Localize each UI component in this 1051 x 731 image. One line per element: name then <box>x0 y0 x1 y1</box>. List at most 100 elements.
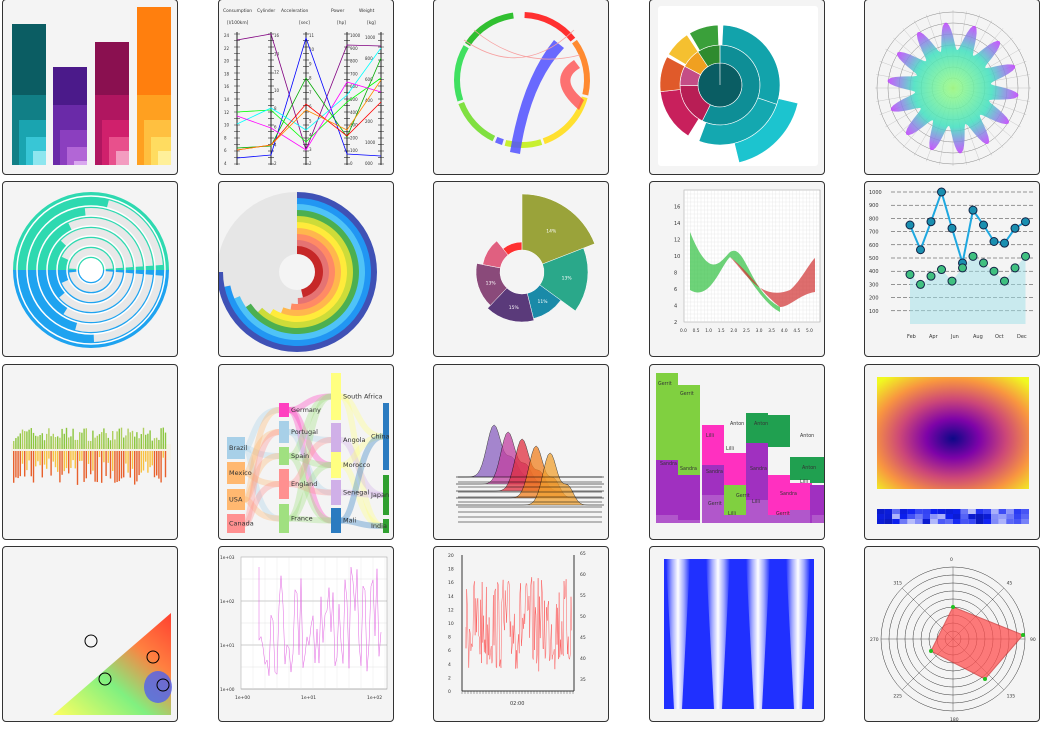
bar <box>28 451 30 461</box>
node-label: India <box>371 522 387 530</box>
bar <box>37 436 39 449</box>
x-tick: Apr <box>929 334 939 340</box>
x-tick: 4.5 <box>793 328 800 334</box>
bar <box>160 451 162 483</box>
chart-card-chord-diagram[interactable] <box>433 0 609 175</box>
node-label: Angola <box>343 436 365 444</box>
block-label: Sandra <box>750 466 767 472</box>
y-tick-right: 35 <box>580 677 586 683</box>
y-tick: 12 <box>448 607 454 613</box>
node-label: Canada <box>229 520 254 528</box>
bar <box>46 433 48 449</box>
sub-bar <box>67 147 87 165</box>
strip-cell <box>892 514 900 519</box>
y-tick: 10 <box>674 254 680 260</box>
tick-label: 12 <box>274 70 280 75</box>
sankey-link <box>288 462 332 522</box>
bar <box>19 433 21 449</box>
chart-radial-rings <box>219 192 377 352</box>
tick-label: 1000 <box>365 35 376 40</box>
strip-cell <box>915 509 923 514</box>
ring <box>16 195 166 345</box>
tick-label: 6 <box>309 104 312 109</box>
bar <box>105 433 107 449</box>
wave-band <box>666 559 690 709</box>
sankey-link <box>288 515 332 524</box>
chart-card-heatmap[interactable] <box>864 364 1040 540</box>
bar <box>96 451 98 483</box>
strip-cell <box>1013 514 1022 519</box>
sankey-link <box>288 437 332 487</box>
chart-card-blue-waves[interactable] <box>649 546 825 722</box>
strip-cell <box>945 519 953 524</box>
radial-track <box>69 271 113 292</box>
chart-card-polar-radar[interactable]: 0 45 90 135 180 225 270 315 <box>864 546 1040 722</box>
block <box>702 425 724 465</box>
bar <box>149 430 151 449</box>
tick-label: 700 <box>350 71 358 76</box>
sankey-link <box>288 393 332 459</box>
area-up <box>690 232 780 312</box>
bar <box>30 451 32 477</box>
bar <box>134 451 136 485</box>
marker <box>979 220 988 230</box>
chart-card-log-lines[interactable]: 1e+00 1e+01 1e+02 1e+03 1e+00 1e+01 1e+02 <box>218 546 394 722</box>
strip-cell <box>884 519 893 524</box>
axis-unit: [sec] <box>299 20 310 26</box>
chart-card-dense-bars[interactable] <box>2 364 178 540</box>
sankey-link <box>339 393 384 529</box>
tick-label: 000 <box>365 161 373 166</box>
strip-cell <box>907 509 915 514</box>
y-tick-right: 65 <box>580 551 586 557</box>
sankey-link <box>244 445 280 459</box>
bar <box>81 432 83 449</box>
sankey-node <box>227 437 245 459</box>
chart-card-ridgeline[interactable] <box>433 364 609 540</box>
y-tick: 2 <box>674 320 677 326</box>
strip-cell <box>998 519 1007 524</box>
y-tick: 14 <box>448 594 454 600</box>
chart-card-parallel-coordinates[interactable]: Consumption Cylinder Acceleration Power Weig… <box>218 0 394 175</box>
chart-card-polar-area-wave[interactable] <box>864 0 1040 175</box>
bar <box>74 451 76 469</box>
strip-cell <box>1006 519 1014 524</box>
node-label: China <box>371 433 390 441</box>
strip-cell <box>884 509 893 514</box>
strip-cell <box>1021 514 1029 519</box>
sunburst-segment <box>659 56 686 93</box>
chart-card-sunburst[interactable] <box>649 0 825 175</box>
block <box>656 460 678 515</box>
radar-area <box>930 606 1024 680</box>
chart-card-line-markers[interactable]: 100 200 300 400 500 600 700 800 900 1000 Feb Apr Jun… <box>864 181 1040 357</box>
chart-card-marimekko[interactable]: Gerrit Gerrit Lilli Sandra Sandra Anton Anton L… <box>649 364 825 540</box>
sankey-node <box>383 403 389 470</box>
y-tick: 20 <box>448 553 454 559</box>
chart-card-polar-donut[interactable]: 14% 13% 11% 15% 13% <box>433 181 609 357</box>
chart-line-markers: 100 200 300 400 500 600 700 800 900 1000 Feb Apr Jun… <box>869 187 1035 340</box>
donut-segment <box>539 247 589 312</box>
chart-card-sankey[interactable]: Brazil Mexico USA Canada Germany Portugal Spai… <box>218 364 394 540</box>
sub-bar <box>158 151 171 165</box>
chart-card-range-area[interactable]: 2 4 6 8 10 12 14 16 0.0 0.5 1.0 1.5 2.0 2.5 3.0 3.5 4.0 4… <box>649 181 825 357</box>
chart-card-stacked-bars[interactable] <box>2 0 178 175</box>
marker <box>968 251 978 261</box>
chart-card-radial-bar[interactable] <box>2 181 178 357</box>
hole <box>279 254 315 290</box>
tick-label: 6 <box>274 124 277 129</box>
x-tick: 5.0 <box>806 328 813 334</box>
chart-card-contour-map[interactable] <box>2 546 178 722</box>
y-tick-right: 50 <box>580 614 586 620</box>
marker <box>947 223 957 233</box>
sankey-link <box>340 437 384 498</box>
bar <box>30 428 32 449</box>
bar <box>162 427 164 449</box>
y-tick: 1e+01 <box>220 643 235 649</box>
y-tick: 4 <box>448 662 451 668</box>
bar <box>68 437 70 449</box>
bar <box>101 451 103 483</box>
bar <box>87 440 90 449</box>
tick-label: 5 <box>309 118 312 123</box>
chart-card-noise-series[interactable]: 0 2 4 6 8 10 12 14 16 18 20 35 40 45 50 55 60 65 02:00 <box>433 546 609 722</box>
y-tick: 700 <box>869 230 879 236</box>
chart-card-radial-rings[interactable] <box>218 181 394 357</box>
